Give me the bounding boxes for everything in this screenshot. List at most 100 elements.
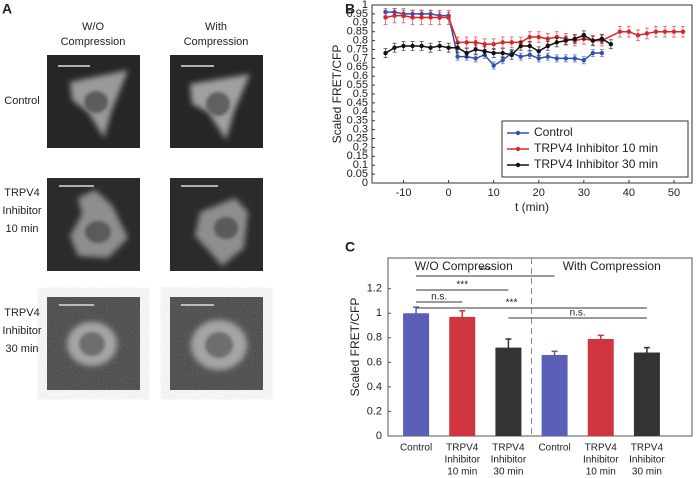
bar — [449, 316, 476, 436]
x-axis-label: t (min) — [515, 200, 549, 214]
column-header: With — [205, 21, 227, 33]
data-point — [482, 41, 487, 47]
y-tick-label: 0.35 — [347, 115, 368, 127]
bar — [541, 354, 568, 436]
data-point — [644, 31, 650, 36]
x-tick-label: 10 min — [447, 467, 477, 478]
data-point — [464, 40, 469, 45]
y-tick-label: 1 — [362, 0, 368, 11]
data-point — [527, 52, 532, 58]
bar — [587, 339, 614, 436]
x-tick-label: TRPV4 — [631, 443, 664, 454]
significance-label: n.s. — [431, 292, 447, 303]
data-point — [590, 50, 596, 56]
legend-label: TRPV4 Inhibitor 10 min — [534, 141, 658, 155]
y-tick-label: 0.45 — [347, 97, 368, 109]
data-point — [626, 29, 632, 34]
y-tick-label: 0.05 — [347, 168, 368, 180]
y-tick-label: 0.55 — [347, 79, 368, 91]
y-tick-label: 0.85 — [347, 26, 368, 38]
y-tick-label: 0.6 — [367, 356, 382, 368]
data-point — [437, 43, 442, 49]
data-point — [527, 43, 532, 49]
data-point — [383, 50, 388, 56]
y-tick-label: 0.95 — [347, 8, 368, 20]
x-tick-label: Inhibitor — [491, 455, 527, 466]
data-point — [518, 54, 523, 59]
x-tick-label: Control — [400, 443, 432, 454]
legend-box — [501, 120, 689, 178]
y-tick-label: 0.2 — [367, 405, 382, 417]
data-point — [401, 43, 406, 49]
data-point — [410, 15, 415, 20]
significance-label: *** — [456, 280, 468, 291]
significance-label: *** — [479, 266, 491, 277]
x-tick-label: TRPV4 — [492, 443, 525, 454]
data-point — [491, 50, 496, 56]
legend-marker — [515, 162, 521, 168]
y-tick-label: 0 — [376, 430, 382, 442]
data-point — [455, 45, 460, 50]
x-tick-label: 30 min — [632, 467, 662, 478]
data-point — [680, 29, 686, 34]
x-tick-label: TRPV4 — [446, 443, 479, 454]
data-point — [500, 40, 505, 45]
y-tick-label: 0.4 — [367, 381, 382, 393]
data-point — [482, 49, 487, 54]
data-point — [536, 56, 541, 61]
data-point — [554, 56, 559, 61]
significance-label: *** — [506, 298, 518, 309]
y-tick-label: 0.65 — [347, 61, 368, 73]
micrographs — [47, 55, 263, 390]
x-tick-label: 20 — [533, 187, 545, 199]
y-tick-label: 0.25 — [347, 132, 368, 144]
data-point — [545, 43, 550, 49]
y-tick-label: 0.9 — [353, 17, 368, 29]
data-point — [491, 63, 496, 68]
significance-label: n.s. — [570, 308, 586, 319]
data-point — [608, 41, 614, 47]
y-tick-label: 0.7 — [353, 52, 368, 64]
data-point — [563, 38, 569, 43]
data-point — [509, 40, 514, 45]
column-header: Compression — [61, 36, 126, 48]
x-tick-label: 30 min — [493, 467, 523, 478]
data-point — [419, 43, 424, 49]
data-point — [464, 50, 469, 56]
y-tick-label: 0.3 — [353, 124, 368, 136]
data-point — [500, 50, 505, 56]
panel-label: A — [2, 1, 12, 17]
x-tick-label: Inhibitor — [629, 455, 665, 466]
data-point — [428, 45, 433, 50]
y-tick-label: 0.6 — [353, 70, 368, 82]
legend-label: TRPV4 Inhibitor 30 min — [534, 157, 658, 171]
data-point — [473, 56, 478, 61]
panel-label: B — [345, 1, 355, 17]
row-label: 10 min — [5, 223, 38, 235]
data-point — [536, 34, 541, 40]
data-point — [554, 40, 559, 45]
legend-label: Control — [534, 125, 573, 139]
bar — [495, 347, 522, 436]
data-point — [572, 56, 578, 61]
x-tick-label: 10 min — [586, 467, 616, 478]
data-point — [437, 15, 442, 20]
y-tick-label: 0.15 — [347, 150, 368, 162]
row-label: Inhibitor — [2, 325, 41, 337]
x-tick-label: Inhibitor — [444, 455, 480, 466]
y-tick-label: 0.8 — [367, 332, 382, 344]
y-tick-label: 1.2 — [367, 283, 382, 295]
data-point — [401, 13, 406, 18]
data-point — [536, 49, 541, 54]
data-point — [599, 50, 605, 56]
x-tick-label: Control — [538, 443, 570, 454]
data-point — [392, 45, 397, 50]
y-tick-label: 0.8 — [353, 35, 368, 47]
y-tick-label: 0.2 — [353, 141, 368, 153]
data-point — [410, 43, 415, 49]
data-point — [473, 47, 478, 52]
row-label: Inhibitor — [2, 205, 41, 217]
column-header: Compression — [184, 36, 249, 48]
data-point — [581, 57, 587, 63]
